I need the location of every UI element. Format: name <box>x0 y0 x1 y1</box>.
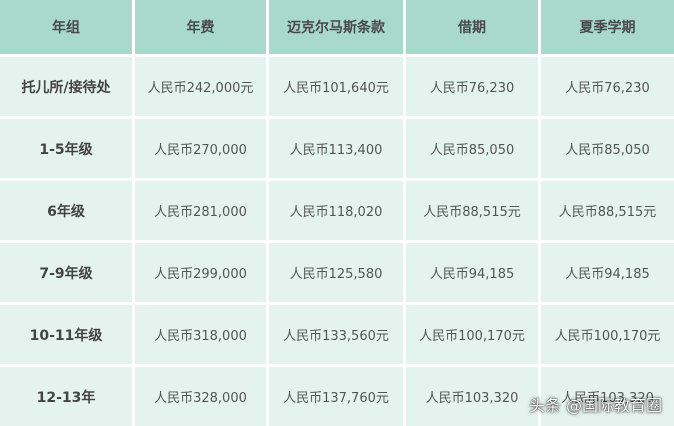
table-cell: 人民币299,000 <box>135 243 266 302</box>
table-cell: 人民币76,230 <box>541 57 674 116</box>
table-cell: 人民币85,050 <box>541 119 674 178</box>
table-cell: 人民币137,760元 <box>269 367 403 426</box>
table-cell: 人民币103,320 <box>541 367 674 426</box>
table-cell: 人民币94,185 <box>541 243 674 302</box>
row-label: 1-5年级 <box>0 119 132 178</box>
row-label: 12-13年 <box>0 367 132 426</box>
header-cell: 年组 <box>0 0 132 54</box>
table-cell: 人民币270,000 <box>135 119 266 178</box>
table-cell: 人民币85,050 <box>406 119 538 178</box>
table-cell: 人民币328,000 <box>135 367 266 426</box>
table-cell: 人民币281,000 <box>135 181 266 240</box>
table-cell: 人民币118,020 <box>269 181 403 240</box>
table-cell: 人民币318,000 <box>135 305 266 364</box>
row-label: 10-11年级 <box>0 305 132 364</box>
table-cell: 人民币100,170元 <box>406 305 538 364</box>
table-cell: 人民币242,000元 <box>135 57 266 116</box>
table-cell: 人民币76,230 <box>406 57 538 116</box>
row-label: 7-9年级 <box>0 243 132 302</box>
table-cell: 人民币101,640元 <box>269 57 403 116</box>
watermark: 头条 @国际教育圈 <box>528 396 662 415</box>
header-cell: 年费 <box>135 0 266 54</box>
table-cell: 人民币100,170元 <box>541 305 674 364</box>
table-cell: 人民币133,560元 <box>269 305 403 364</box>
table-cell: 人民币94,185 <box>406 243 538 302</box>
table-cell: 人民币113,400 <box>269 119 403 178</box>
header-cell: 迈克尔马斯条款 <box>269 0 403 54</box>
table-cell: 人民币88,515元 <box>541 181 674 240</box>
header-cell: 借期 <box>406 0 538 54</box>
row-label: 6年级 <box>0 181 132 240</box>
table-cell: 人民币88,515元 <box>406 181 538 240</box>
table-cell: 人民币125,580 <box>269 243 403 302</box>
row-label: 托儿所/接待处 <box>0 57 132 116</box>
header-cell: 夏季学期 <box>541 0 674 54</box>
table-cell: 人民币103,320 <box>406 367 538 426</box>
